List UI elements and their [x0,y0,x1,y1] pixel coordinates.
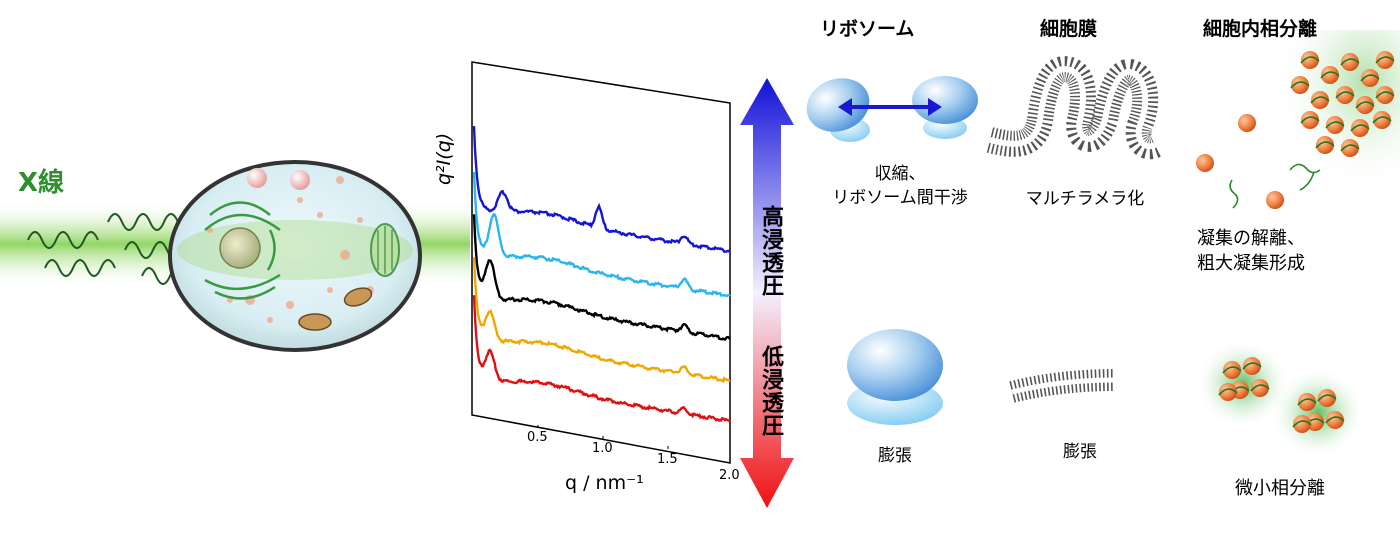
y-axis-label: q²I(q) [433,132,455,185]
phase-low-label: 微小相分離 [1235,478,1325,499]
coarse-aggregate-particle [1341,139,1359,157]
xray-waves [27,213,213,285]
membrane-swollen [1009,369,1116,403]
saxs-chart [471,61,731,464]
column-header-membrane: 細胞膜 [1040,18,1098,40]
coarse-aggregate-particle [1311,91,1329,109]
coarse-aggregate-particle [1356,96,1374,114]
coarse-aggregate-particle [1361,69,1379,87]
arrow-label-low: 低浸透圧 [758,345,783,437]
series-line-3 [472,257,731,384]
micro-droplet-strand [1218,388,1238,396]
ribosome-swollen [847,329,943,425]
micro-droplet-particle [1326,411,1344,429]
coarse-aggregate-strand [1340,58,1360,66]
coarse-aggregate-particle [1376,51,1394,69]
chart-frame [471,61,731,464]
ribosome-high-label: 収縮、 リボソーム間干渉 [832,164,968,208]
coarse-aggregate-strand [1335,91,1355,99]
coarse-aggregate-particle [1373,111,1391,129]
cell-illustration [168,160,422,352]
coarse-aggregate-particle [1301,111,1319,129]
xray-label: X線 [18,168,65,198]
coarse-aggregate-particle [1336,86,1354,104]
series-line-0 [472,126,731,253]
column-header-ribosome: リボソーム [820,18,915,40]
micro-droplet-particle [1219,383,1237,401]
micro-droplet-strand [1250,384,1270,392]
micro-droplet-strand [1297,398,1317,406]
coarse-aggregate-particle [1341,53,1359,71]
coarse-aggregate-particle [1316,136,1334,154]
coarse-aggregate-strand [1325,121,1345,129]
micro-droplet-strand [1242,362,1262,370]
coarse-aggregate-strand [1320,71,1340,79]
phase-micro-separation [1195,338,1366,459]
series-line-4 [472,295,731,423]
column-header-phase: 細胞内相分離 [1203,18,1318,40]
micro-droplet-particle [1318,389,1336,407]
coarse-aggregate-strand [1310,96,1330,104]
micro-droplet-strand [1222,366,1242,374]
series-line-2 [472,214,731,341]
micro-droplet-particle [1243,357,1261,375]
membrane-high-label: マルチラメラ化 [1025,189,1145,209]
coarse-aggregate-strand [1340,144,1360,152]
x-axis-label: q / nm⁻¹ [565,472,644,494]
coarse-aggregate-particle [1301,51,1319,69]
x-tick-label-3: 2.0 [719,468,740,483]
series-layer [472,126,731,423]
phase-high-label: 凝集の解離、 粗大凝集形成 [1197,228,1305,274]
x-tick-label-0: 0.5 [527,430,548,445]
micro-droplet-particle [1293,415,1311,433]
coarse-aggregate-strand [1315,141,1335,149]
coarse-aggregate-particle [1351,119,1369,137]
arrow-label-high: 高浸透圧 [758,205,783,297]
coarse-aggregate-particle [1326,116,1344,134]
coarse-aggregate-strand [1300,116,1320,124]
coarse-aggregate-particle [1291,76,1309,94]
phase-coarse-aggregate [1196,30,1400,209]
coarse-aggregate-strand [1375,91,1395,99]
coarse-aggregate-strand [1300,56,1320,64]
coarse-aggregate-strand [1290,81,1310,89]
coarse-aggregate-particle [1321,66,1339,84]
x-tick-label-2: 1.5 [657,452,678,467]
coarse-aggregate-particle [1376,86,1394,104]
x-tick-label-1: 1.0 [592,441,613,456]
coarse-aggregate-strand [1355,101,1375,109]
micro-droplet-particle [1223,361,1241,379]
series-line-1 [472,172,731,298]
micro-droplet-particle [1298,393,1316,411]
osmotic-arrow [740,78,794,508]
micro-droplet-strand [1325,416,1345,424]
coarse-aggregate-strand [1372,116,1392,124]
membrane-multilamellar [986,56,1161,160]
coarse-aggregate-strand [1350,124,1370,132]
micro-droplet-strand [1317,394,1337,402]
micro-droplet-strand [1292,420,1312,428]
micro-droplet-particle [1251,379,1269,397]
coarse-aggregate-strand [1375,56,1395,64]
coarse-aggregate-strand [1360,74,1380,82]
membrane-low-label: 膨張 [1063,442,1097,462]
ribosome-contracted [806,76,978,142]
ribosome-low-label: 膨張 [878,446,912,466]
